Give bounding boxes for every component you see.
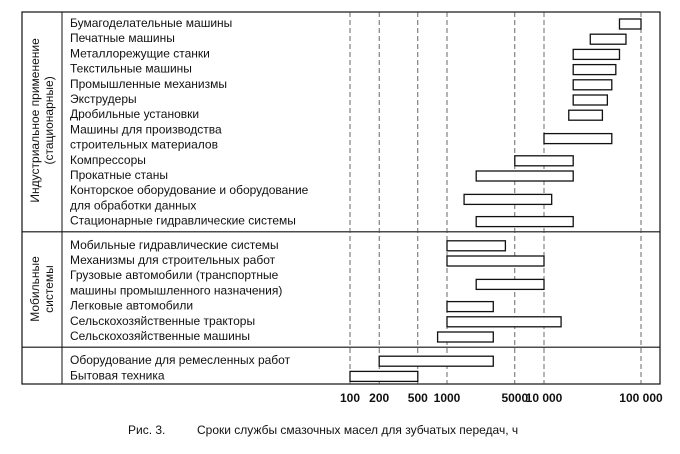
range-bar — [463, 193, 553, 206]
row-label: Сельскохозяйственные тракторы — [70, 314, 255, 328]
row-label: Грузовые автомобили (транспортные машины … — [70, 268, 282, 297]
range-bar — [572, 63, 617, 76]
range-bar — [475, 278, 545, 291]
range-bar — [349, 370, 419, 383]
range-bar — [475, 170, 574, 182]
row-label: Бумагоделательные машины — [70, 16, 232, 30]
row-label: Металлорежущие станки — [70, 46, 210, 60]
range-bar — [618, 18, 642, 30]
chart-border — [21, 11, 661, 385]
range-bar — [436, 331, 494, 343]
row-label: Бытовая техника — [70, 368, 165, 382]
range-bars — [349, 18, 642, 383]
caption-text: Сроки службы смазочных масел для зубчаты… — [197, 423, 518, 437]
range-bar — [378, 355, 494, 367]
chart-frame — [21, 11, 661, 385]
row-label: Компрессоры — [70, 153, 146, 167]
row-label: Экструдеры — [70, 92, 137, 106]
row-label: Печатные машины — [70, 31, 175, 45]
row-label: Сельскохозяйственные машины — [70, 329, 250, 343]
range-bar — [446, 240, 507, 252]
row-label: Стационарные гидравлические системы — [70, 214, 296, 228]
range-bar — [589, 33, 627, 45]
row-label: Оборудование для ремесленных работ — [70, 353, 291, 367]
figure-caption: Рис. 3. Сроки службы смазочных масел для… — [128, 423, 518, 437]
row-label: Механизмы для строительных работ — [70, 253, 276, 267]
range-bar — [572, 94, 609, 106]
row-label: Промышленные механизмы — [70, 77, 227, 91]
range-bar — [446, 300, 494, 313]
x-tick-label-100: 100 — [340, 391, 360, 405]
caption-number: Рис. 3. — [128, 423, 165, 437]
row-label: Дробильные установки — [70, 107, 199, 121]
range-bar — [572, 48, 621, 61]
x-tick-label-1000: 1000 — [434, 391, 461, 405]
row-label: Легковые автомобили — [70, 299, 193, 313]
row-label: Мобильные гидравлические системы — [70, 238, 279, 252]
row-label: Конторское оборудование и оборудование дл… — [70, 183, 309, 212]
x-tick-label-100000: 100 000 — [619, 391, 663, 405]
range-bar — [446, 316, 562, 328]
row-label: Машины для производства строительных мате… — [70, 122, 222, 151]
x-tick-label-5000: 5000 — [501, 391, 528, 405]
range-bar — [568, 109, 604, 121]
x-tick-label-200: 200 — [369, 391, 389, 405]
range-bar — [514, 155, 574, 167]
range-bar — [446, 255, 545, 267]
range-bar — [572, 79, 613, 91]
x-tick-label-500: 500 — [408, 391, 428, 405]
row-label: Текстильные машины — [70, 62, 192, 76]
range-bar — [543, 132, 613, 145]
group-label-1: Мобильныесистемы — [28, 256, 56, 322]
range-bar — [475, 215, 574, 228]
group-label-0: Индустриальное применение(стационарные) — [28, 38, 56, 203]
group-labels: Индустриальное применение(стационарные) М… — [28, 38, 56, 322]
row-label: Прокатные станы — [70, 168, 168, 182]
x-tick-label-10000: 10 000 — [526, 391, 563, 405]
